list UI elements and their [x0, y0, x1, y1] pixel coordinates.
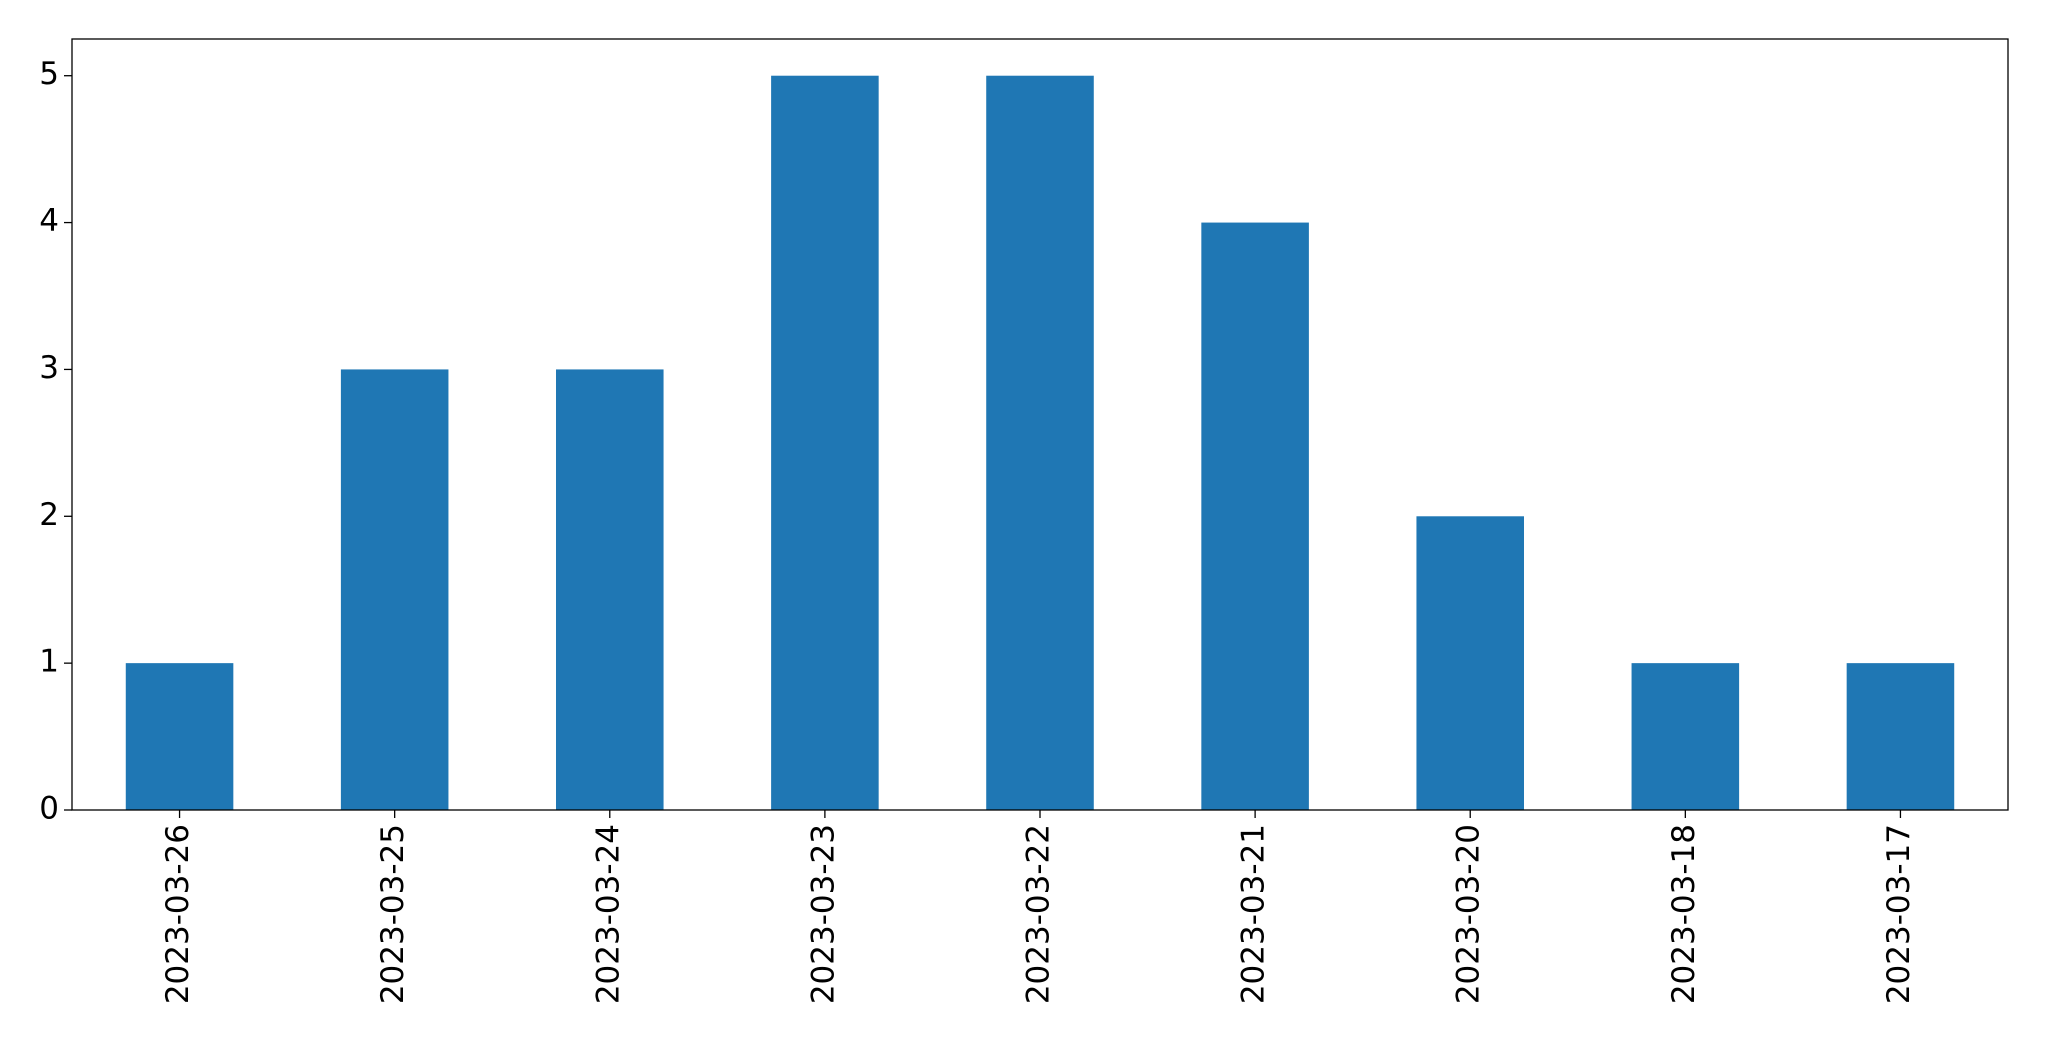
x-tick-label: 2023-03-21 [1236, 824, 1272, 1004]
bar [1846, 663, 1955, 810]
bar [556, 369, 664, 810]
bar [771, 75, 879, 810]
x-tick-label: 2023-03-23 [805, 824, 841, 1004]
y-tick-label: 1 [39, 644, 59, 680]
x-tick-label: 2023-03-20 [1451, 824, 1487, 1004]
bar [986, 75, 1094, 810]
bar [1631, 663, 1740, 810]
x-tick-label: 2023-03-18 [1666, 824, 1702, 1004]
bar [1416, 516, 1524, 810]
y-tick-label: 0 [39, 791, 59, 827]
y-tick-label: 3 [39, 350, 59, 386]
x-tick-label: 2023-03-25 [375, 824, 411, 1004]
x-tick-label: 2023-03-24 [590, 824, 626, 1004]
y-tick-label: 5 [39, 56, 59, 92]
y-tick-label: 2 [39, 497, 59, 533]
x-tick-label: 2023-03-17 [1881, 824, 1917, 1004]
plot-frame [71, 38, 2009, 811]
x-tick-label: 2023-03-26 [160, 824, 196, 1004]
bar [1201, 222, 1309, 811]
bar [340, 369, 449, 810]
x-tick-label: 2023-03-22 [1021, 824, 1057, 1004]
y-tick-label: 4 [39, 203, 59, 239]
bar [125, 663, 234, 810]
